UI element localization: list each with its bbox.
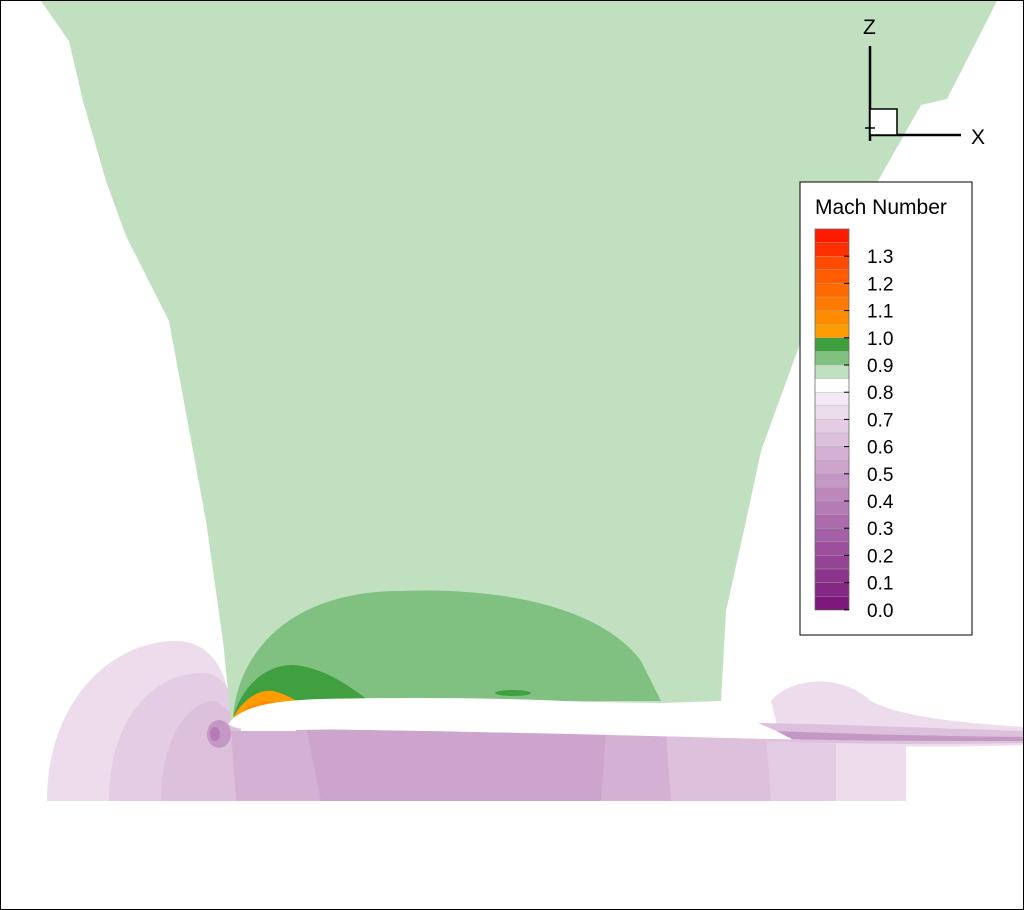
- stagnation-contour: [210, 727, 220, 741]
- legend-swatch: [814, 324, 850, 339]
- axis-triad: Z X: [863, 16, 985, 149]
- legend-swatch: [814, 296, 850, 312]
- legend-swatch: [814, 392, 850, 407]
- contour-band: [41, 1, 997, 721]
- legend-swatch: [814, 310, 850, 325]
- wake-band: [771, 731, 1023, 741]
- mach-contour-field: [41, 1, 1023, 801]
- legend-ticks: 1.3 1.2 1.1 1.0 0.9 0.8 0.7 0.6 0.5 0.4 0.3 0.2 0.1 0…: [844, 247, 894, 622]
- legend-swatch: [814, 500, 850, 516]
- legend-tick-label: 0.9: [867, 356, 893, 377]
- legend-swatch: [814, 364, 850, 380]
- legend-swatch: [814, 255, 850, 271]
- legend-swatch: [814, 405, 850, 420]
- contour-band: [495, 690, 531, 696]
- contour-band: [306, 727, 606, 801]
- z-axis-label: Z: [863, 16, 876, 39]
- legend-swatch: [814, 228, 850, 244]
- legend-swatch: [814, 514, 850, 529]
- legend-tick-label: 0.2: [867, 546, 893, 567]
- legend-swatch: [814, 582, 850, 597]
- legend-swatch: [814, 378, 850, 393]
- legend-tick-label: 0.7: [867, 410, 893, 431]
- legend-swatch: [814, 446, 850, 461]
- legend-swatch: [814, 269, 850, 284]
- legend-swatch: [814, 473, 850, 488]
- legend-swatch: [814, 419, 850, 434]
- legend-swatch: [814, 487, 850, 502]
- legend-swatch: [814, 432, 850, 448]
- legend-swatch: [814, 596, 850, 611]
- legend-colorbar: [814, 228, 850, 611]
- legend-swatch: [814, 555, 850, 570]
- legend-tick-label: 0.6: [867, 438, 893, 459]
- contour-band: [231, 731, 301, 801]
- legend-tick-label: 1.1: [867, 302, 893, 323]
- legend-swatch: [814, 242, 850, 257]
- legend-tick-label: 0.3: [867, 519, 893, 540]
- legend-tick-label: 0.8: [867, 383, 893, 404]
- legend-swatch: [814, 528, 850, 543]
- legend-title: Mach Number: [815, 196, 947, 219]
- legend-swatch: [814, 541, 850, 556]
- legend-swatch: [814, 351, 850, 366]
- legend-swatch: [814, 283, 850, 298]
- legend-tick-label: 1.3: [867, 247, 893, 268]
- legend-swatch: [814, 568, 850, 584]
- legend-tick-label: 1.0: [867, 329, 893, 350]
- legend-tick-label: 0.0: [867, 601, 893, 622]
- legend-swatch: [814, 460, 850, 475]
- legend: Mach Number 1.3 1.2 1.1 1.0 0.9 0.8 0.7 0.6 0.5 0…: [799, 181, 973, 636]
- legend-tick-label: 1.2: [867, 274, 893, 295]
- x-axis-label: X: [971, 126, 985, 149]
- legend-tick-label: 0.1: [867, 574, 893, 595]
- airfoil-trailing-edge: [701, 707, 791, 739]
- legend-swatch: [814, 337, 850, 352]
- legend-tick-label: 0.5: [867, 465, 893, 486]
- legend-tick-label: 0.4: [867, 492, 894, 513]
